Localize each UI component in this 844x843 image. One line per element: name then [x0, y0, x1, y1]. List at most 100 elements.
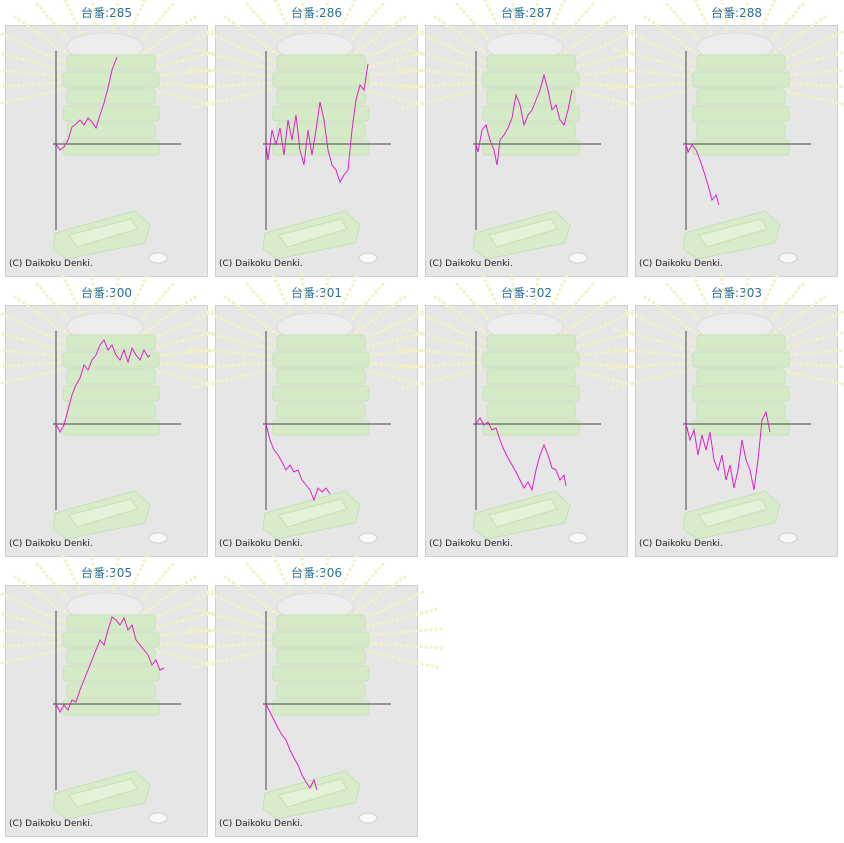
ray — [643, 14, 705, 60]
ray — [415, 309, 488, 346]
credit: (C) Daikoku Denki. — [429, 539, 513, 549]
ray — [0, 647, 63, 666]
chart-panel: (C) Daikoku Denki. — [185, 270, 445, 557]
ray — [0, 367, 63, 386]
ray — [185, 361, 271, 370]
ray — [147, 87, 229, 110]
stack-layer — [272, 385, 370, 402]
ray — [555, 294, 617, 340]
credit: (C) Daikoku Denki. — [639, 259, 723, 269]
ray — [135, 294, 197, 340]
coin — [358, 812, 378, 824]
stack-layer — [696, 122, 786, 139]
ray — [191, 367, 273, 390]
ray — [433, 14, 495, 60]
stack-layer — [62, 631, 160, 648]
ray — [192, 607, 274, 632]
stack-layer — [272, 699, 370, 716]
ray — [605, 81, 691, 90]
ray — [567, 87, 649, 110]
tray-inner — [488, 218, 558, 248]
chart-title: 台番:300 — [81, 285, 132, 300]
ray — [779, 68, 844, 78]
ray — [0, 331, 64, 352]
stack-layer — [66, 88, 156, 105]
ray — [772, 29, 844, 66]
stack-layer — [486, 402, 576, 419]
stack-layer — [482, 385, 580, 402]
stack-layer — [696, 334, 786, 351]
ray — [223, 574, 285, 620]
ray — [0, 81, 61, 89]
tray-inner — [698, 218, 768, 248]
credit: (C) Daikoku Denki. — [9, 539, 93, 549]
stack-layer — [62, 105, 160, 122]
ray — [395, 66, 481, 78]
coin — [358, 532, 378, 544]
tray-inner — [278, 778, 348, 808]
chart-title: 台番:306 — [291, 565, 342, 580]
ray — [605, 361, 691, 370]
stack-layer — [692, 139, 790, 156]
coin — [358, 252, 378, 264]
ray — [433, 294, 495, 340]
data-line — [475, 417, 567, 492]
chart-title: 台番:288 — [711, 5, 762, 20]
stack-layer — [486, 122, 576, 139]
ray — [777, 87, 844, 106]
tray-inner — [278, 218, 348, 248]
ray — [395, 346, 481, 358]
chart-panel: (C) Daikoku Denki. — [0, 550, 235, 837]
data-line — [265, 63, 369, 184]
stack-layer — [276, 334, 366, 351]
ray — [0, 361, 61, 369]
credit: (C) Daikoku Denki. — [9, 819, 93, 829]
data-line — [685, 410, 771, 491]
ray — [147, 367, 229, 390]
ray — [357, 367, 439, 390]
coin — [148, 812, 168, 824]
stack-layer — [692, 71, 790, 88]
ray — [142, 589, 215, 626]
ray — [0, 31, 68, 66]
ray — [401, 87, 483, 110]
stack-layer — [62, 699, 160, 716]
ray — [191, 647, 273, 670]
stack-layer — [696, 54, 786, 71]
ray — [192, 47, 274, 72]
stack-layer — [272, 71, 370, 88]
stack-layer — [276, 368, 366, 385]
ray — [0, 629, 61, 638]
ray — [611, 87, 693, 110]
ray — [135, 14, 197, 60]
ray — [352, 589, 425, 626]
stack-layer — [482, 139, 580, 156]
ray — [611, 367, 693, 390]
ray — [0, 311, 68, 346]
stack-layer — [482, 105, 580, 122]
ray — [352, 29, 425, 66]
ray — [0, 69, 61, 78]
chart-title: 台番:303 — [711, 285, 762, 300]
stack-layer — [66, 402, 156, 419]
data-line — [685, 143, 720, 206]
data-line — [475, 73, 573, 166]
data-line — [265, 423, 331, 502]
ray — [776, 330, 844, 352]
data-line — [265, 703, 318, 791]
coin — [148, 532, 168, 544]
ray — [566, 327, 648, 352]
ray — [192, 327, 274, 352]
stack-layer — [482, 351, 580, 368]
ray — [776, 50, 844, 72]
tray-inner — [698, 498, 768, 528]
ray — [357, 87, 439, 110]
chart-title: 台番:285 — [81, 5, 132, 20]
ray — [142, 29, 215, 66]
coin — [148, 252, 168, 264]
stack-layer — [66, 614, 156, 631]
chart-title: 台番:287 — [501, 5, 552, 20]
credit: (C) Daikoku Denki. — [219, 539, 303, 549]
ray — [205, 309, 278, 346]
